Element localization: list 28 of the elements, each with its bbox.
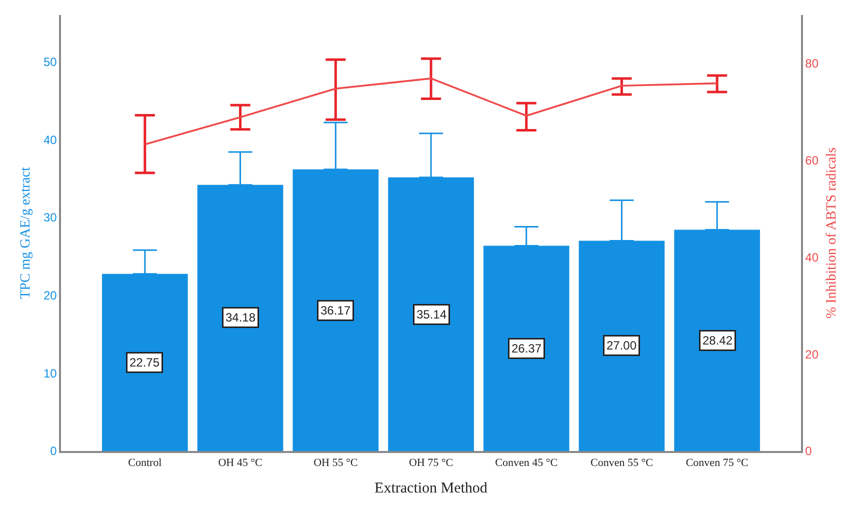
x-tick-label: OH 45 °C bbox=[218, 456, 262, 469]
x-tick-label: Control bbox=[128, 456, 162, 469]
y-tick-label: 20 bbox=[43, 288, 58, 302]
data-label: 35.14 bbox=[416, 308, 447, 322]
y2-tick-label: 60 bbox=[805, 154, 819, 168]
y2-tick-label: 0 bbox=[805, 444, 812, 458]
data-label: 22.75 bbox=[130, 356, 160, 370]
y2-tick-label: 20 bbox=[805, 347, 819, 362]
y-tick-label: 10 bbox=[43, 366, 58, 380]
y-tick-label: 0 bbox=[50, 444, 58, 458]
y-tick-label: 30 bbox=[43, 210, 58, 225]
x-tick-label: Conven 55 °C bbox=[590, 456, 653, 469]
x-tick-label: OH 55 °C bbox=[314, 456, 358, 469]
y2-axis-title: % Inhibition of ABTS radicals bbox=[824, 147, 840, 319]
y-tick-label: 50 bbox=[43, 54, 58, 69]
y2-tick-label: 80 bbox=[805, 56, 819, 71]
y2-tick-label: 40 bbox=[805, 250, 819, 264]
y-axis-title: TPC mg GAE/g extract bbox=[18, 166, 34, 299]
data-label: 36.17 bbox=[320, 304, 351, 318]
x-tick-label: OH 75 °C bbox=[408, 456, 454, 469]
data-label: 27.00 bbox=[606, 338, 637, 352]
x-tick-label: Conven 45 °C bbox=[495, 456, 558, 469]
y-tick-label: 40 bbox=[43, 132, 58, 147]
data-label: 26.37 bbox=[512, 342, 542, 356]
x-tick-label: Conven 75 °C bbox=[686, 456, 748, 469]
x-axis-title: Extraction Method bbox=[374, 480, 488, 496]
data-label: 34.18 bbox=[226, 310, 256, 324]
data-label: 28.42 bbox=[702, 334, 733, 348]
